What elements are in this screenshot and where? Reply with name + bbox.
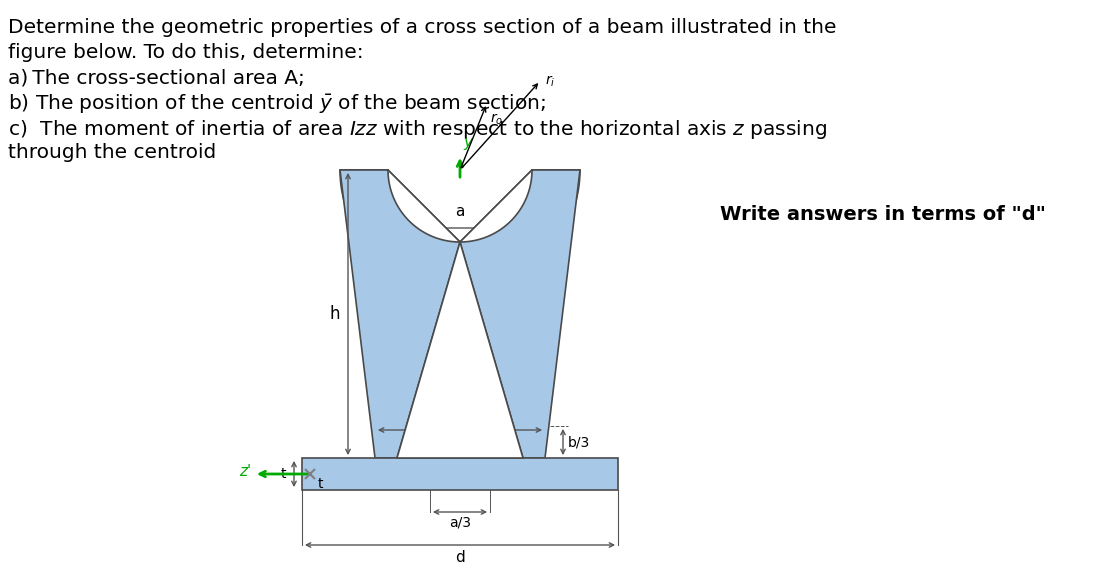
Text: d: d — [456, 550, 465, 565]
Text: y: y — [463, 135, 472, 150]
Text: Determine the geometric properties of a cross section of a beam illustrated in t: Determine the geometric properties of a … — [8, 18, 836, 37]
Text: through the centroid: through the centroid — [8, 143, 217, 162]
Text: a: a — [456, 204, 465, 219]
Text: b: b — [460, 406, 470, 421]
Text: $r_o$: $r_o$ — [490, 111, 503, 127]
Polygon shape — [340, 170, 580, 290]
Text: b/3: b/3 — [568, 435, 591, 449]
Text: a) The cross-sectional area A;: a) The cross-sectional area A; — [8, 68, 305, 87]
Text: z': z' — [239, 464, 251, 479]
Text: t: t — [281, 467, 286, 481]
Polygon shape — [460, 170, 580, 458]
Polygon shape — [388, 170, 532, 242]
Text: Write answers in terms of "d": Write answers in terms of "d" — [720, 205, 1046, 224]
Polygon shape — [302, 458, 618, 490]
Text: h: h — [330, 305, 341, 323]
Text: a/3: a/3 — [449, 516, 471, 530]
Text: $r_i$: $r_i$ — [545, 73, 555, 89]
Text: c)  The moment of inertia of area $Izz$ with respect to the horizontal axis $z$ : c) The moment of inertia of area $Izz$ w… — [8, 118, 827, 141]
Text: figure below. To do this, determine:: figure below. To do this, determine: — [8, 43, 364, 62]
Polygon shape — [340, 170, 460, 458]
Polygon shape — [397, 242, 523, 458]
Text: b) The position of the centroid $\bar{y}$ of the beam section;: b) The position of the centroid $\bar{y}… — [8, 93, 545, 116]
Text: t: t — [319, 477, 323, 491]
